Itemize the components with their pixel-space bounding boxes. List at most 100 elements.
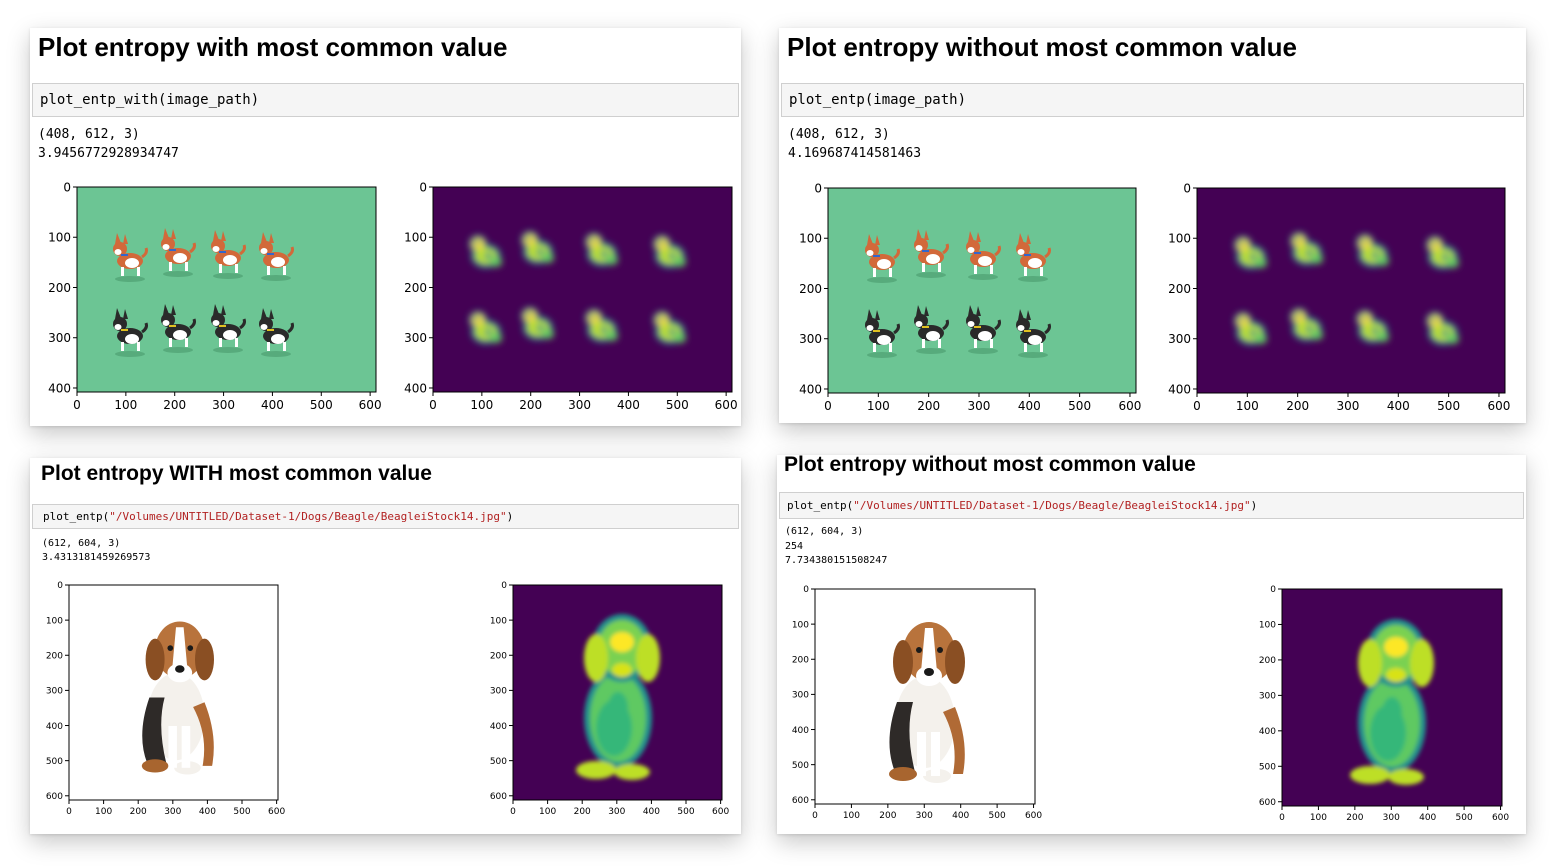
x-tick-label: 200 — [130, 807, 147, 817]
entropy-plot: 0 100 200 300 400 500 600 0 100 200 300 400 — [404, 180, 737, 412]
code-cell[interactable]: plot_entp(image_path) — [781, 83, 1524, 117]
y-tick-label: 200 — [490, 652, 507, 662]
y-tick-label: 0 — [57, 581, 63, 591]
x-tick-label: 400 — [617, 398, 640, 412]
x-tick-label: 600 — [1488, 399, 1511, 413]
x-tick-label: 200 — [1286, 399, 1309, 413]
x-tick-label: 200 — [574, 807, 591, 817]
y-axis: 0 100 200 300 400 500 600 — [46, 581, 69, 802]
code-close: ) — [1250, 499, 1258, 512]
panel-top-right: Plot entropy without most common value p… — [779, 28, 1526, 423]
x-tick-label: 300 — [1383, 813, 1400, 823]
code-function: plot_entp( — [787, 499, 854, 512]
x-tick-label: 100 — [843, 811, 860, 821]
output-line-2: 3.4313181459269573 — [42, 552, 151, 563]
x-tick-label: 500 — [989, 811, 1006, 821]
x-tick-label: 600 — [1119, 399, 1142, 413]
y-tick-label: 0 — [803, 585, 809, 595]
code-string: "/Volumes/UNTITLED/Dataset-1/Dogs/Beagle… — [109, 510, 507, 523]
x-tick-label: 600 — [359, 398, 382, 412]
x-axis: 0 100 200 300 400 500 600 — [824, 393, 1141, 413]
y-tick-label: 100 — [792, 620, 809, 630]
entropy-plot: 0 100 200 300 400 500 600 0 100 200 300 400 — [1168, 181, 1511, 413]
y-tick-label: 300 — [490, 687, 507, 697]
y-tick-label: 0 — [501, 581, 507, 591]
panel-title: Plot entropy with most common value — [38, 32, 508, 62]
y-tick-label: 200 — [404, 281, 427, 295]
y-tick-label: 100 — [404, 231, 427, 245]
x-tick-label: 600 — [712, 807, 729, 817]
y-tick-label: 0 — [1270, 585, 1276, 595]
code-cell[interactable]: plot_entp_with(image_path) — [32, 83, 739, 117]
x-tick-label: 300 — [212, 398, 235, 412]
x-tick-label: 300 — [968, 399, 991, 413]
x-tick-label: 400 — [199, 807, 216, 817]
x-tick-label: 0 — [73, 398, 81, 412]
y-tick-label: 600 — [490, 792, 507, 802]
x-tick-label: 400 — [1419, 813, 1436, 823]
y-axis: 0 100 200 300 400 — [1168, 181, 1197, 396]
y-tick-label: 100 — [1168, 232, 1191, 246]
output-line-1: (612, 604, 3) — [785, 526, 864, 537]
y-tick-label: 200 — [799, 282, 822, 296]
entropy-plot: 0 100 200 300 400 500 600 0 100 200 300 400 500 600 — [490, 581, 730, 817]
x-tick-label: 400 — [1387, 399, 1410, 413]
sprite-plot: 0 100 200 300 400 500 600 0 100 200 300 400 — [799, 181, 1141, 413]
output-line-1: (408, 612, 3) — [788, 127, 890, 142]
x-tick-label: 500 — [1068, 399, 1091, 413]
x-tick-label: 500 — [1456, 813, 1473, 823]
x-axis: 0 100 200 300 400 500 600 — [73, 392, 382, 412]
y-tick-label: 300 — [1168, 332, 1191, 346]
x-axis: 0 100 200 300 400 500 600 — [66, 800, 285, 817]
y-tick-label: 300 — [1259, 692, 1276, 702]
y-tick-label: 200 — [792, 656, 809, 666]
y-tick-label: 600 — [792, 796, 809, 806]
x-tick-label: 0 — [510, 807, 516, 817]
x-tick-label: 300 — [1337, 399, 1360, 413]
y-tick-label: 500 — [490, 757, 507, 767]
x-tick-label: 300 — [608, 807, 625, 817]
x-tick-label: 400 — [1018, 399, 1041, 413]
panel-top-left: Plot entropy with most common value plot… — [30, 28, 741, 426]
x-tick-label: 100 — [539, 807, 556, 817]
x-tick-label: 300 — [916, 811, 933, 821]
code-cell[interactable]: plot_entp("/Volumes/UNTITLED/Dataset-1/D… — [32, 504, 739, 529]
x-tick-label: 0 — [824, 399, 832, 413]
x-tick-label: 100 — [1310, 813, 1327, 823]
x-tick-label: 0 — [812, 811, 818, 821]
y-tick-label: 400 — [46, 722, 63, 732]
x-tick-label: 300 — [164, 807, 181, 817]
panel-bottom-right: Plot entropy without most common value p… — [777, 455, 1526, 834]
y-tick-label: 100 — [46, 616, 63, 626]
x-tick-label: 100 — [867, 399, 890, 413]
y-tick-label: 100 — [1259, 621, 1276, 631]
x-axis: 0 100 200 300 400 500 600 — [510, 800, 729, 817]
x-tick-label: 200 — [163, 398, 186, 412]
x-tick-label: 200 — [879, 811, 896, 821]
code-text: plot_entp_with(image_path) — [40, 92, 260, 108]
y-axis: 0 100 200 300 400 500 600 — [792, 585, 815, 806]
x-tick-label: 500 — [310, 398, 333, 412]
x-tick-label: 0 — [1279, 813, 1285, 823]
x-tick-label: 200 — [917, 399, 940, 413]
x-tick-label: 500 — [677, 807, 694, 817]
x-tick-label: 200 — [1346, 813, 1363, 823]
y-axis: 0 100 200 300 400 — [799, 181, 828, 396]
x-tick-label: 500 — [666, 398, 689, 412]
x-tick-label: 500 — [1437, 399, 1460, 413]
output-text: (408, 612, 3) 3.9456772928934747 — [38, 125, 179, 163]
y-tick-label: 300 — [404, 331, 427, 345]
x-axis: 0 100 200 300 400 500 600 — [1279, 806, 1509, 823]
code-cell[interactable]: plot_entp("/Volumes/UNTITLED/Dataset-1/D… — [779, 492, 1524, 519]
x-tick-label: 600 — [1492, 813, 1509, 823]
y-tick-label: 100 — [799, 232, 822, 246]
y-tick-label: 400 — [490, 722, 507, 732]
x-tick-label: 200 — [519, 398, 542, 412]
output-line-2: 254 — [785, 540, 804, 552]
output-line-2: 4.169687414581463 — [788, 146, 922, 161]
y-tick-label: 200 — [1259, 656, 1276, 666]
panel-bottom-left: Plot entropy WITH most common value plot… — [30, 458, 741, 834]
x-tick-label: 100 — [95, 807, 112, 817]
x-tick-label: 400 — [643, 807, 660, 817]
x-tick-label: 100 — [1236, 399, 1259, 413]
